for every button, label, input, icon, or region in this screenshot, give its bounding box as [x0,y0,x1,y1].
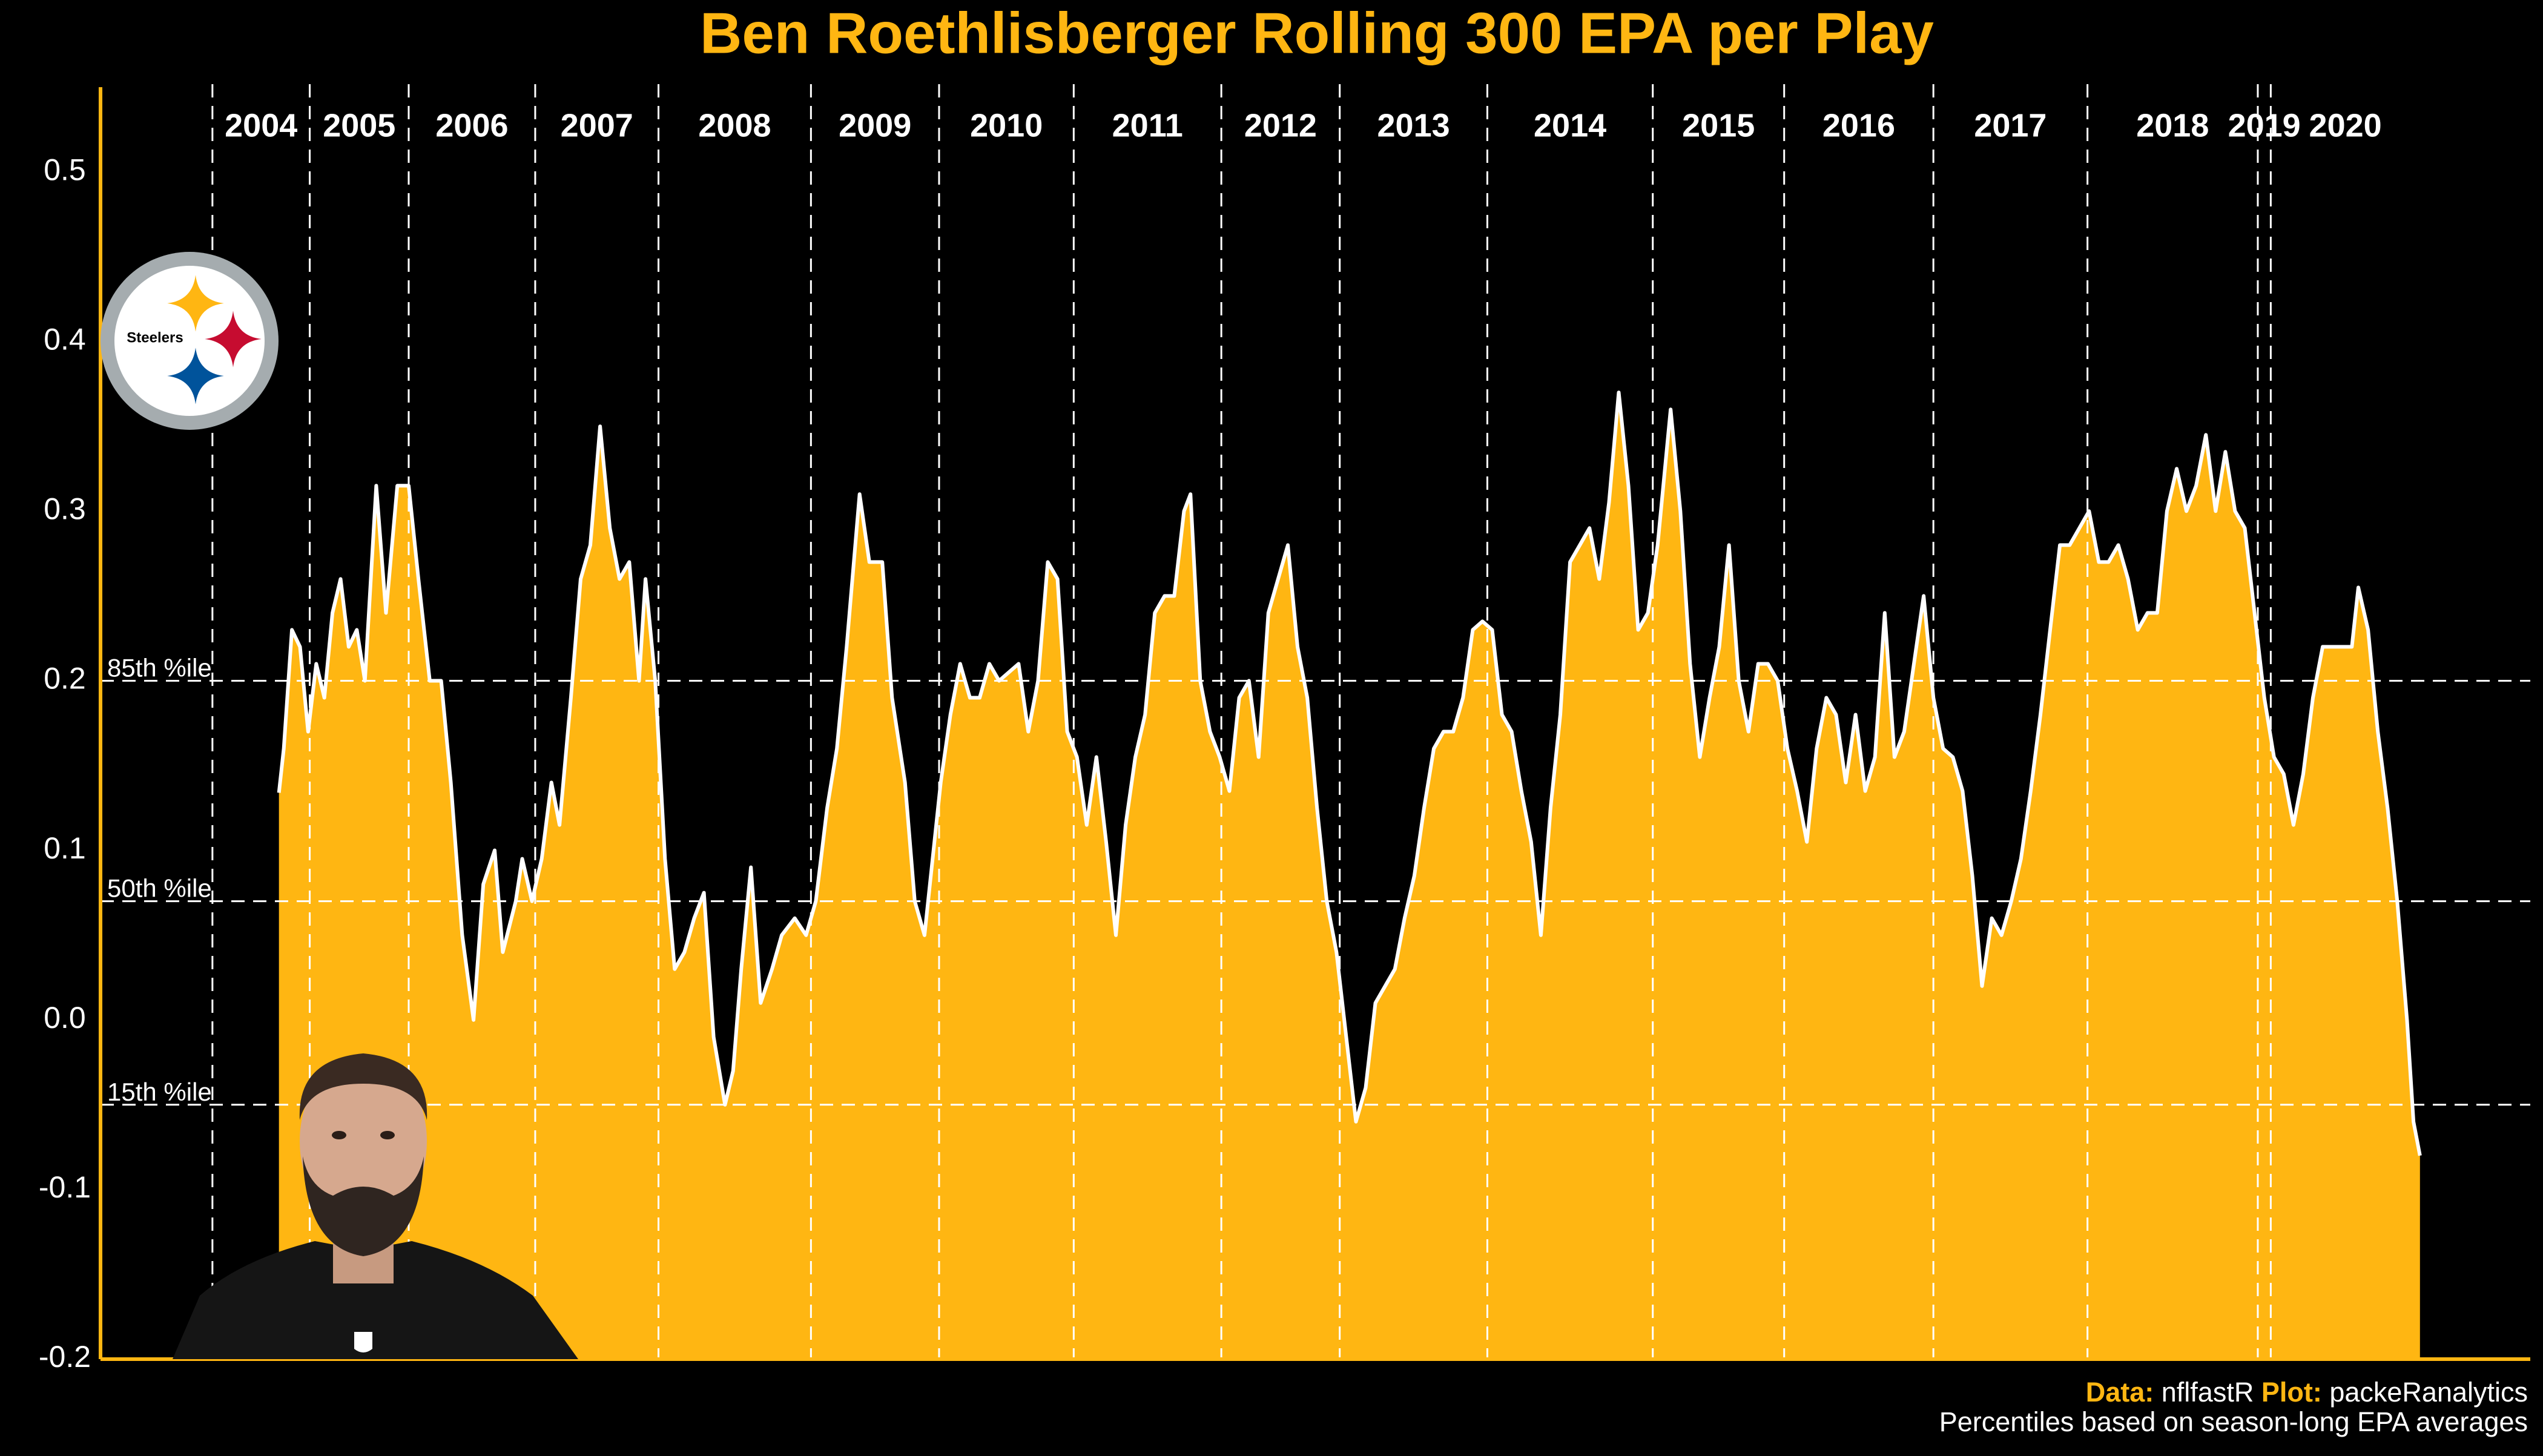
caption-data-label: Data: [2086,1377,2154,1408]
y-tick-label: 0.0 [44,1001,86,1035]
season-label: 2008 [698,107,771,143]
plot-area: 2004 2005 2006 2007 2008 2009 2010 2011 2012 2013… [39,84,2530,1374]
logo-text: Steelers [127,329,183,346]
eye [380,1131,395,1139]
hair [299,1053,427,1120]
season-label: 2018 [2136,107,2209,143]
caption-data-value: nflfastR [2162,1377,2254,1408]
season-label: 2016 [1822,107,1895,143]
eye [332,1131,346,1139]
season-label: 2010 [970,107,1043,143]
beard [303,1156,424,1256]
y-tick-label: 0.5 [44,153,86,186]
logo-star-gold [167,275,224,332]
season-label: 2015 [1682,107,1755,143]
logo-star-blue [167,348,224,404]
y-tick-label: 0.2 [44,662,86,696]
season-label: 2005 [323,107,395,143]
caption-note: Percentiles based on season-long EPA ave… [1939,1406,2528,1437]
reference-label: 15th %ile [107,1078,212,1106]
team-logo: Steelers [101,252,279,430]
caption-plot-value: packeRanalytics [2329,1377,2528,1408]
y-tick-label: 0.3 [44,492,86,526]
season-label: 2004 [225,107,297,143]
line [277,390,2422,1156]
face [300,1056,427,1226]
y-tick-label: -0.2 [39,1340,91,1374]
logo-face [114,266,265,416]
season-label: 2011 [1112,107,1183,143]
season-label: 2020 [2309,107,2382,143]
season-label: 2009 [839,107,911,143]
y-tick-label: 0.4 [44,322,86,356]
logo-star-red [205,311,262,367]
season-label: 2017 [1974,107,2047,143]
y-tick-label: 0.1 [44,831,86,865]
reference-label: 85th %ile [107,654,212,682]
season-label: 2014 [1534,107,1606,143]
caption-credits: Data: nflfastR Plot: packeRanalytics [2086,1377,2528,1408]
season-label: 2007 [561,107,633,143]
season-label: 2012 [1244,107,1317,143]
season-label: 2006 [435,107,508,143]
y-tick-label: -0.1 [39,1170,91,1204]
reference-label: 50th %ile [107,874,212,903]
caption-plot-label: Plot: [2261,1377,2322,1408]
season-label: 2019 [2228,107,2301,143]
chart-title: Ben Roethlisberger Rolling 300 EPA per P… [700,1,1934,65]
season-label: 2013 [1377,107,1450,143]
jersey [173,1241,578,1359]
player-photo [173,1053,578,1359]
jersey-shield [354,1332,372,1352]
